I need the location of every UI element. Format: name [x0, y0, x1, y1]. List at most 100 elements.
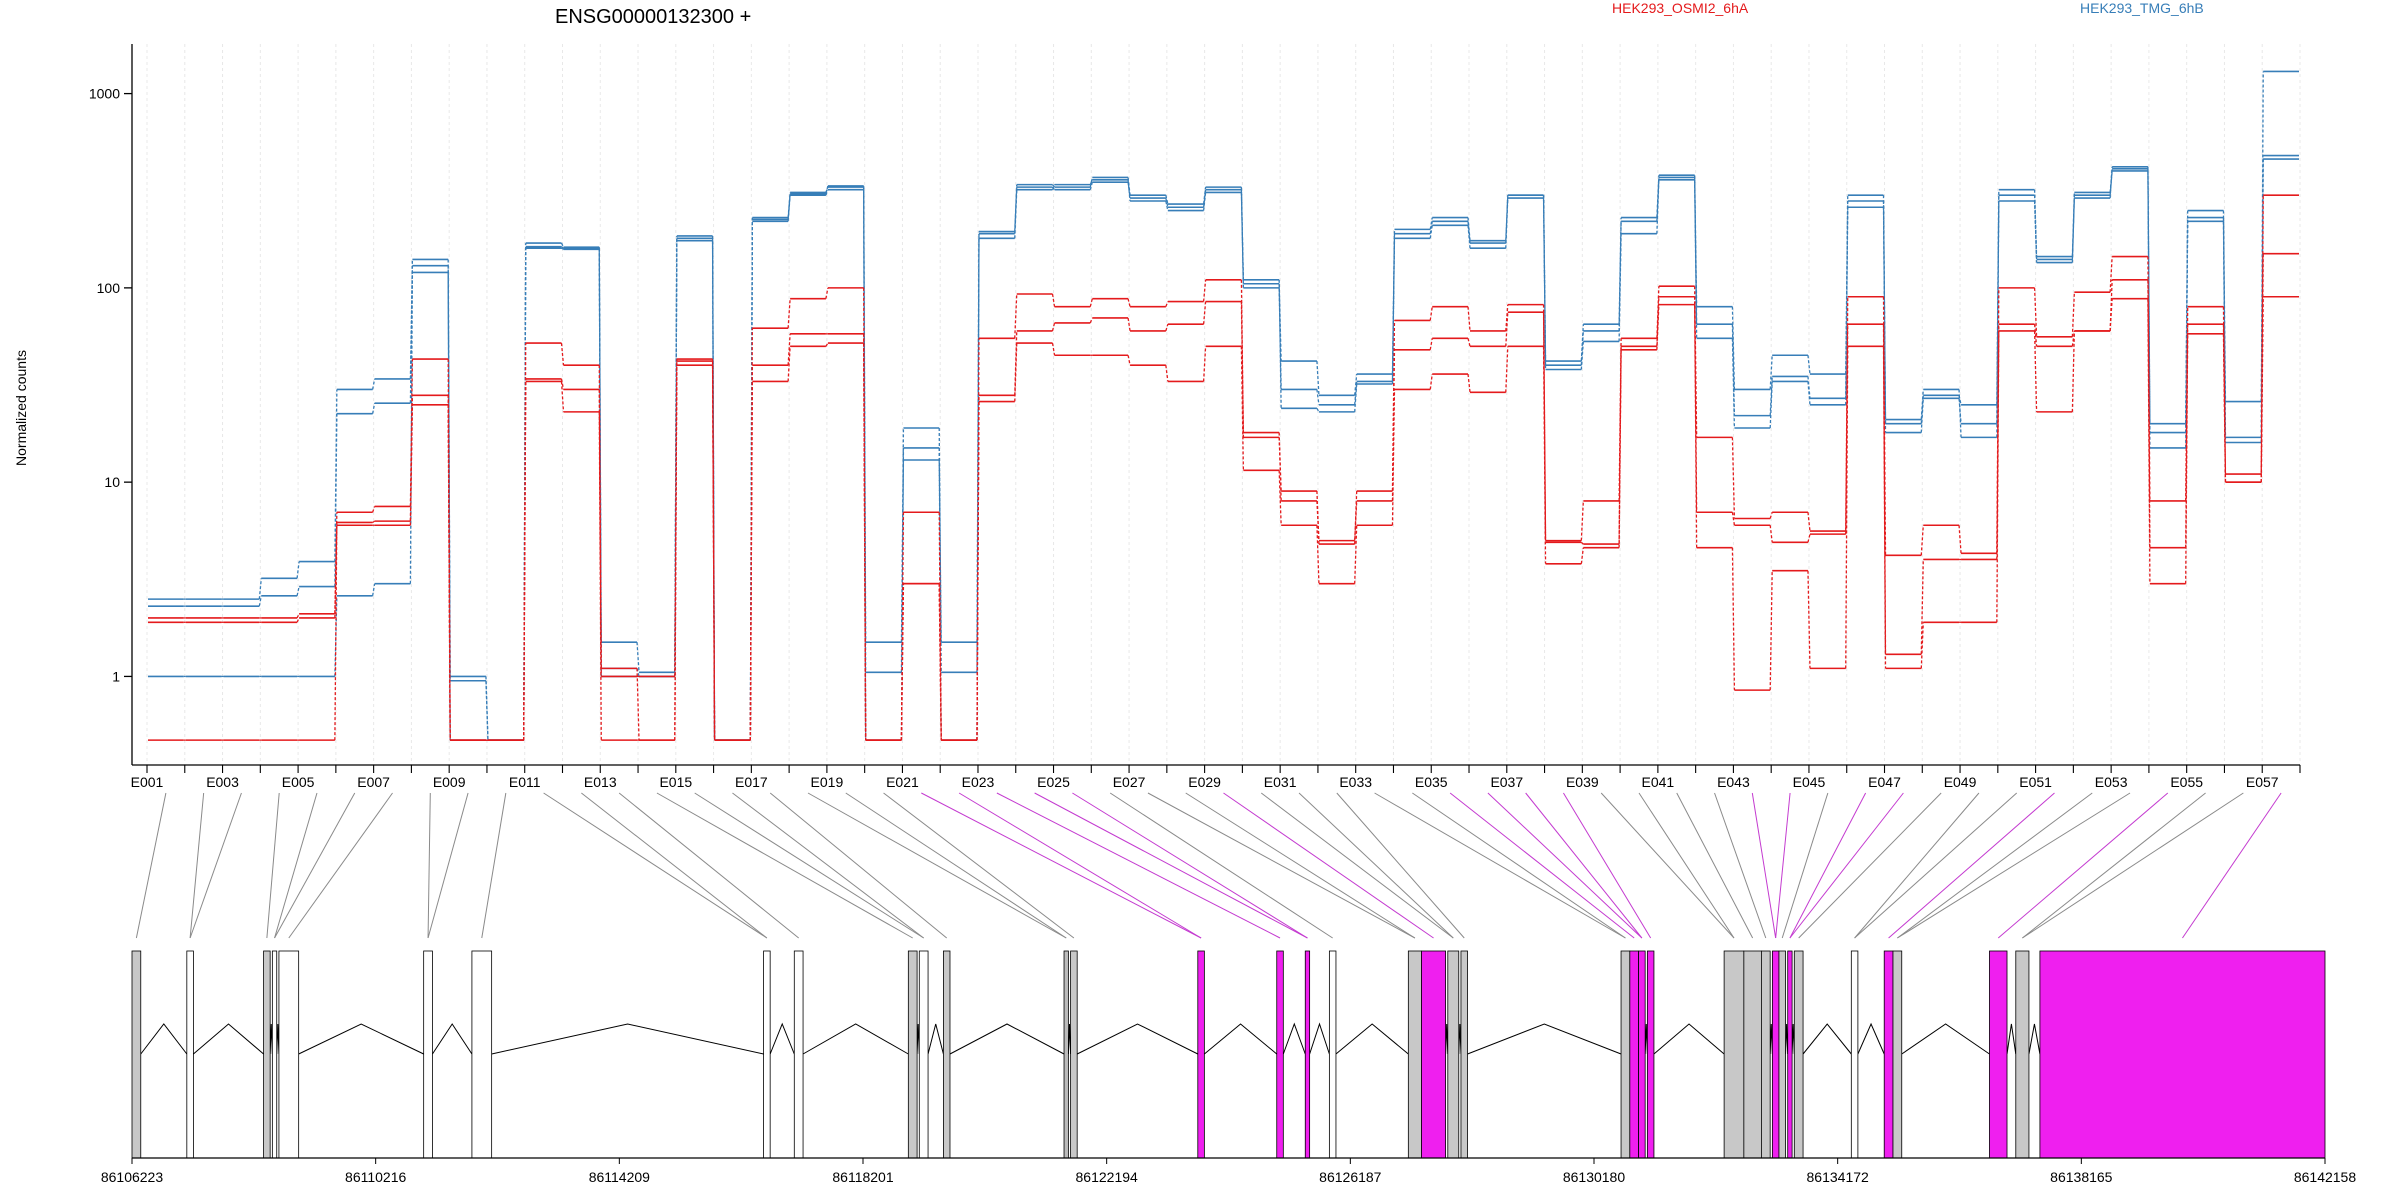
exon-box — [1850, 950, 1859, 1159]
exon-transition — [2033, 324, 2038, 347]
exon-transition — [1656, 179, 1660, 234]
y-axis-ticks: 1 10 100 1000 — [89, 86, 132, 684]
exon-connector — [1109, 792, 1333, 939]
exon-transition — [787, 193, 791, 220]
series-HEK293_OSMI2_6hA — [148, 194, 2299, 741]
exon-transition — [1618, 346, 1622, 545]
exon-transition — [1127, 298, 1131, 307]
exon-connector — [1374, 792, 1626, 939]
exon-transition — [1165, 195, 1169, 205]
exon-tick-label: E051 — [2019, 774, 2052, 790]
exon-tick-label: E025 — [1037, 774, 1070, 790]
genome-tick-label: 86122194 — [1076, 1169, 1139, 1185]
exon-box — [1883, 950, 1894, 1159]
exon-tick-label: E013 — [584, 774, 617, 790]
exon-transition — [976, 338, 980, 741]
genome-tick-label: 86110216 — [345, 1169, 406, 1185]
exon-transition — [334, 512, 338, 614]
exon-box — [1460, 950, 1468, 1159]
exon-transition — [1051, 342, 1056, 356]
exon-box — [1063, 950, 1069, 1159]
exon-box — [186, 950, 194, 1159]
exon-transition — [2109, 256, 2113, 293]
exon-transition — [1580, 547, 1584, 564]
exon-tick-label: E035 — [1415, 774, 1448, 790]
exon-box — [1638, 950, 1646, 1159]
exon-connector — [1854, 792, 2018, 939]
exon-transition — [1845, 200, 1849, 399]
intron — [298, 1023, 424, 1055]
exon-transition — [1391, 238, 1396, 385]
exon-tick-label: E007 — [357, 774, 390, 790]
exon-transition — [1807, 355, 1811, 375]
exon-transition — [1240, 189, 1245, 288]
exon-connector — [1897, 792, 2093, 939]
exon-transition — [2071, 292, 2076, 337]
plot-axes — [131, 44, 2300, 766]
intron — [1335, 1023, 1409, 1055]
exon-box — [1304, 950, 1311, 1159]
exon-connector — [958, 792, 1202, 939]
exon-transition — [749, 328, 754, 741]
exon-box — [1197, 950, 1205, 1159]
exon-transition — [2071, 330, 2076, 412]
series-HEK293_OSMI2_6hA — [148, 295, 2299, 741]
exon-connector — [1525, 792, 1643, 939]
exon-transition — [485, 676, 489, 741]
exon-transition — [636, 642, 640, 673]
exon-transition — [2185, 306, 2189, 501]
exon-transition — [1882, 207, 1887, 420]
intron — [1282, 1022, 1306, 1055]
legend-entry-tmg: HEK293_TMG_6hB — [2080, 0, 2204, 16]
exon-transition — [1391, 320, 1396, 492]
exon-transition — [1429, 225, 1433, 239]
exon-connector — [1798, 792, 1942, 939]
exon-connector — [996, 792, 1281, 939]
exon-connector — [732, 792, 924, 939]
exon-connector — [1751, 792, 1777, 939]
exon-transition — [296, 617, 300, 623]
exon-transition — [1354, 491, 1358, 545]
exon-box — [1447, 950, 1460, 1159]
exon-transition — [863, 333, 867, 741]
exon-connector — [189, 792, 242, 939]
exon-transition — [1354, 374, 1358, 396]
exon-tick-label: E027 — [1113, 774, 1146, 790]
exon-transition — [1996, 287, 2000, 554]
exon-transition — [2033, 189, 2038, 257]
series-layer — [148, 70, 2299, 741]
exon-transition — [1769, 512, 1773, 519]
exon-transition — [1202, 187, 1207, 205]
exon-transition — [1882, 195, 1887, 424]
exon-transition — [938, 583, 942, 741]
exon-transition — [787, 346, 791, 382]
exon-transition — [1731, 547, 1736, 691]
exon-transition — [938, 460, 942, 643]
exon-transition — [2071, 330, 2076, 347]
exon-connector — [1676, 792, 1754, 939]
exon-connector — [1185, 792, 1416, 939]
exon-transition — [1467, 338, 1471, 347]
exon-transition — [825, 342, 829, 347]
exon-box — [793, 950, 804, 1159]
exon-transition — [1165, 365, 1169, 382]
exon-connector — [1997, 792, 2169, 939]
exon-connector — [1563, 792, 1652, 939]
exon-transition — [1807, 381, 1811, 405]
exon-transition — [900, 583, 905, 741]
exon-transition — [1089, 317, 1093, 324]
exon-connector — [807, 792, 1067, 939]
exon-ticks: E001 E003 E005 E007 E009 E011 E013 E015 E017 E019… — [131, 765, 2301, 790]
exon-transition — [1240, 279, 1245, 438]
exon-box — [1743, 950, 1762, 1159]
exon-transition — [1920, 525, 1924, 556]
exon-connector — [427, 792, 469, 939]
exon-transition — [1731, 437, 1736, 519]
genome-tick-label: 86126187 — [1319, 1169, 1382, 1185]
exon-tick-label: E031 — [1264, 774, 1297, 790]
exon-transition — [825, 185, 829, 194]
exon-transition — [1051, 322, 1056, 332]
exon-transition — [2222, 221, 2227, 443]
exon-tick-label: E057 — [2246, 774, 2279, 790]
exon-transition — [1505, 312, 1509, 347]
